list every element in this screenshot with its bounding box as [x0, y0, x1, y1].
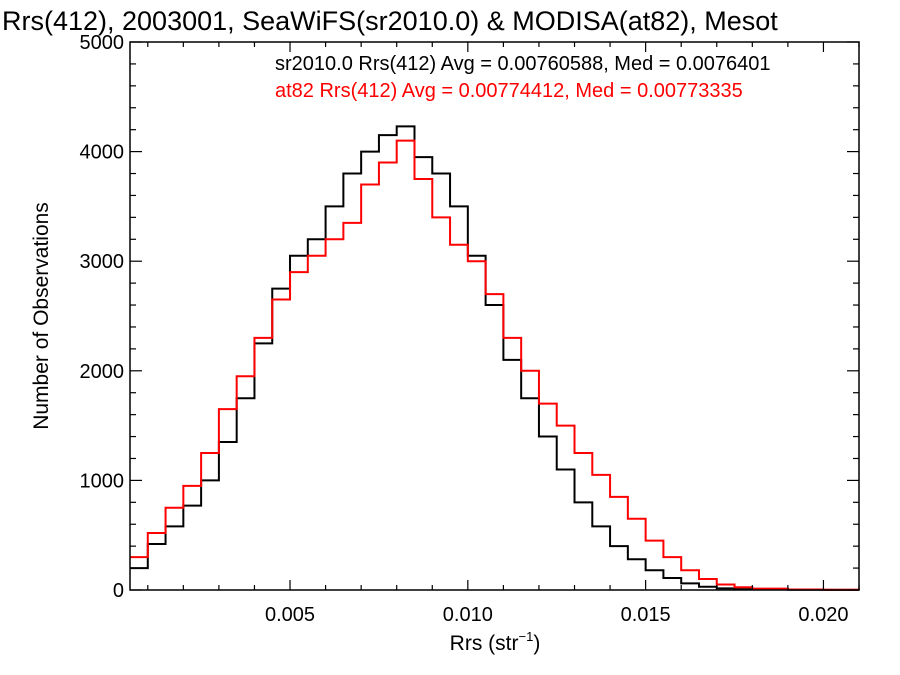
- y-tick-label: 3000: [80, 251, 125, 273]
- x-tick-label: 0.020: [798, 604, 848, 626]
- x-axis-label: Rrs (str−1): [450, 629, 541, 655]
- series-layer: [130, 125, 860, 591]
- legend-entry-sr2010: sr2010.0 Rrs(412) Avg = 0.00760588, Med …: [275, 53, 771, 75]
- x-axis-ticks: 0.005 0.010 0.015 0.020: [147, 42, 860, 626]
- x-axis-label-superscript: −1: [519, 629, 534, 644]
- x-axis-label-main: Rrs (str: [450, 632, 519, 655]
- x-tick-label: 0.005: [265, 604, 315, 626]
- y-tick-label: 5000: [80, 32, 125, 54]
- y-tick-label: 0: [113, 580, 124, 602]
- x-tick-label: 0.015: [621, 604, 671, 626]
- series-1-histogram-line: [130, 139, 860, 591]
- x-tick-label: 0.010: [443, 604, 493, 626]
- y-tick-label: 4000: [80, 142, 125, 164]
- y-tick-label: 2000: [80, 361, 125, 383]
- plot-frame: [129, 41, 860, 591]
- y-axis-label: Number of Observations: [30, 202, 53, 430]
- chart-title: Rrs(412), 2003001, SeaWiFS(sr2010.0) & M…: [2, 6, 778, 36]
- legend-entry-at82: at82 Rrs(412) Avg = 0.00774412, Med = 0.…: [275, 80, 743, 102]
- y-tick-label: 1000: [80, 470, 125, 492]
- x-axis-label-end: ): [533, 632, 540, 655]
- y-axis-ticks: 0 1000 2000 3000 4000 5000: [80, 32, 859, 602]
